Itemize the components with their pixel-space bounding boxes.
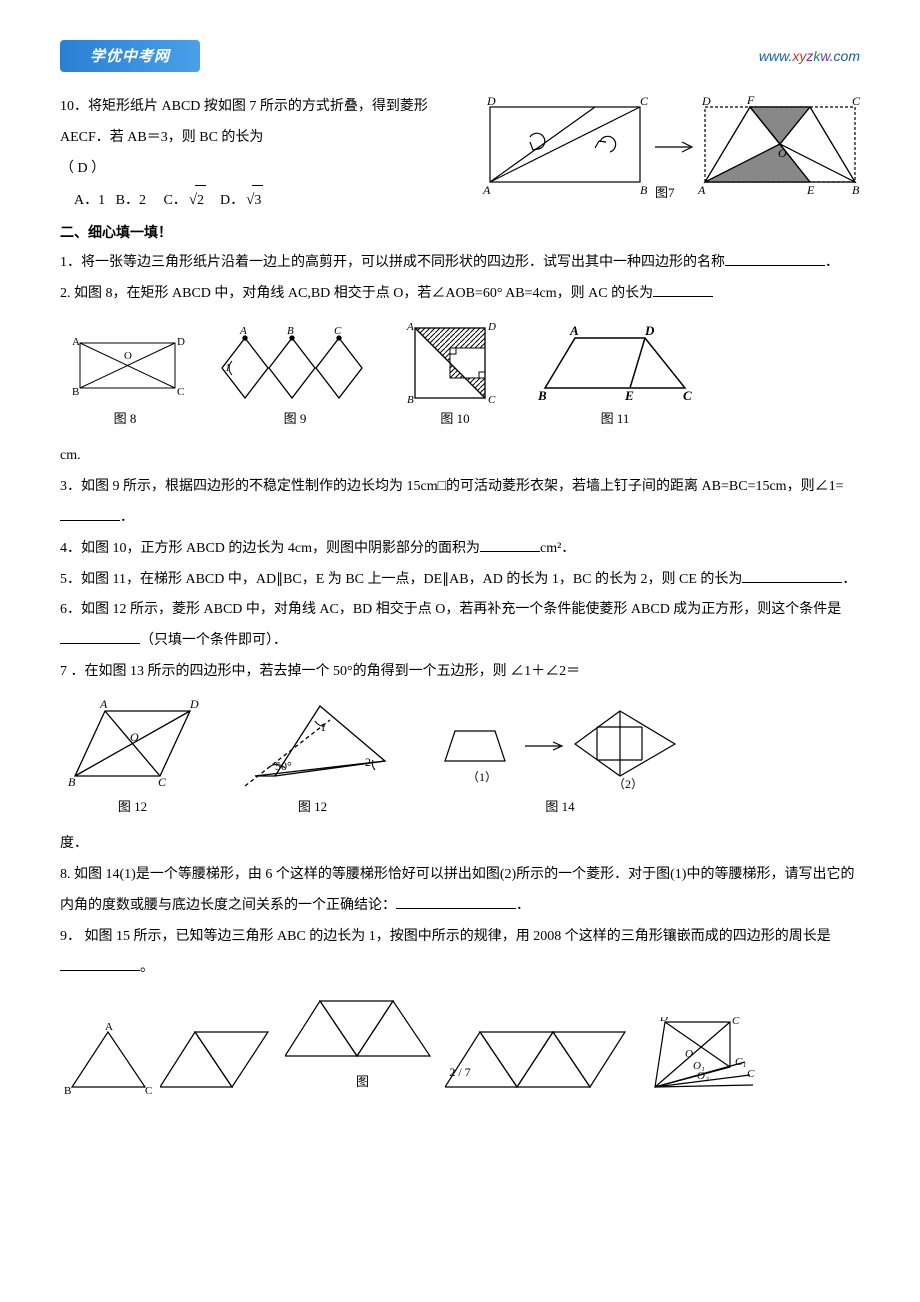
svg-text:B: B [407,394,414,403]
svg-text:C: C [852,94,860,108]
blank [742,568,842,583]
svg-text:O: O [130,730,139,744]
svg-text:O: O [124,350,132,362]
svg-text:D: D [189,697,199,711]
sqrt-3: 3 [244,184,263,217]
figure-row-12-14: ADBCO 图 12 50°12 图 12 [60,696,860,822]
svg-text:C: C [683,388,692,403]
figure-15-4 [445,1022,630,1097]
figure-row-8-11: ADBCO 图 8 ABC 1 图 9 [60,318,860,434]
svg-text:A: A [697,183,706,197]
fill-4: 4．如图 10，正方形 ABCD 的边长为 4cm，则图中阴影部分的面积为cm²… [60,534,860,565]
svg-text:C: C [488,394,496,403]
figure-15-2 [160,1022,280,1097]
svg-text:C: C [334,325,342,337]
svg-text:E: E [806,183,815,197]
svg-text:A: A [569,323,579,338]
figure-9: ABC 1 图 9 [210,323,380,434]
fill-1: 1．将一张等边三角形纸片沿着一边上的高剪开，可以拼成不同形状的四边形．试写出其中… [60,248,860,279]
svg-text:C: C [640,94,649,108]
svg-text:E: E [624,388,634,403]
blank [725,251,825,266]
svg-text:A: A [406,321,414,333]
svg-text:D: D [177,336,185,348]
figure-8: ADBCO 图 8 [60,323,190,434]
svg-text:A: A [482,183,491,197]
figure-10: ADBC 图 10 [400,318,510,434]
svg-text:C: C [732,1017,740,1027]
svg-text:A: A [99,697,108,711]
section-2-title: 二、细心填一填！ [60,217,860,248]
svg-text:B: B [287,325,294,337]
figure-16: DC C₁C₂ OO₁O₂ [635,1017,755,1097]
svg-text:C₁: C₁ [735,1056,746,1068]
svg-text:2: 2 [365,755,371,769]
blank [396,894,516,909]
sqrt-2: 2 [187,184,206,217]
figure-7: D C A B D F C A E B O 图7 [480,92,860,202]
svg-text:B: B [68,775,76,789]
figure-12b: 50°12 图 12 [225,696,400,822]
blank [480,537,540,552]
svg-text:C: C [158,775,167,789]
svg-text:D: D [701,94,711,108]
svg-text:B: B [537,388,547,403]
fill-2: 2. 如图 8，在矩形 ABCD 中，对角线 AC,BD 相交于点 O，若∠AO… [60,279,860,310]
svg-text:O₂: O₂ [697,1070,709,1082]
svg-text:D: D [644,323,655,338]
svg-text:B: B [640,183,648,197]
svg-text:图7: 图7 [655,185,675,200]
svg-text:D: D [486,94,496,108]
svg-text:D: D [487,321,496,333]
svg-text:C: C [177,386,184,398]
blank [60,629,140,644]
svg-text:B: B [64,1085,71,1097]
svg-text:C: C [145,1085,152,1097]
figure-12a: ADBCO 图 12 [60,696,205,822]
svg-text:（2）: （2） [613,777,643,791]
svg-text:B: B [852,183,860,197]
svg-text:A: A [72,336,80,348]
page-number: 2 / 7 [449,1059,470,1085]
page-header: 学优中考网 www.xyzkw.com [60,40,860,72]
blank [60,506,120,521]
blank [653,282,713,297]
figure-15-3: 图 [285,991,440,1097]
fill-6: 6．如图 12 所示，菱形 ABCD 中，对角线 AC，BD 相交于点 O，若再… [60,595,860,657]
figure-11: ADBEC 图 11 [530,323,700,434]
svg-text:O: O [778,146,787,160]
fill-9: 9． 如图 15 所示，已知等边三角形 ABC 的边长为 1，按图中所示的规律，… [60,922,860,984]
svg-text:O: O [685,1048,693,1060]
svg-text:（1）: （1） [467,770,497,784]
figure-14: （1）（2） 图 14 [420,696,700,822]
fill-7-end: 度． [60,829,860,860]
svg-text:1: 1 [320,720,326,734]
logo-text: 学优中考网 [90,40,170,73]
svg-text:A: A [239,325,247,337]
fill-7: 7 ．在如图 13 所示的四边形中，若去掉一个 50°的角得到一个五边形，则 ∠… [60,657,860,688]
logo: 学优中考网 [60,40,200,72]
svg-text:D: D [659,1017,668,1024]
svg-text:50°: 50° [275,759,292,773]
fill-3: 3．如图 9 所示，根据四边形的不稳定性制作的边长均为 15cm□的可活动菱形衣… [60,472,860,534]
svg-text:C₂: C₂ [747,1068,755,1080]
fill-8: 8. 如图 14(1)是一个等腰梯形，由 6 个这样的等腰梯形恰好可以拼出如图(… [60,860,860,922]
fill-2-unit: cm. [60,441,860,472]
svg-text:A: A [105,1022,113,1033]
fill-5: 5．如图 11，在梯形 ABCD 中，AD∥BC，E 为 BC 上一点，DE∥A… [60,565,860,596]
figure-15-1: A B C [60,1022,155,1097]
blank [60,956,140,971]
url: www.xyzkw.com [759,41,860,72]
svg-text:F: F [746,93,755,107]
svg-text:B: B [72,386,79,398]
